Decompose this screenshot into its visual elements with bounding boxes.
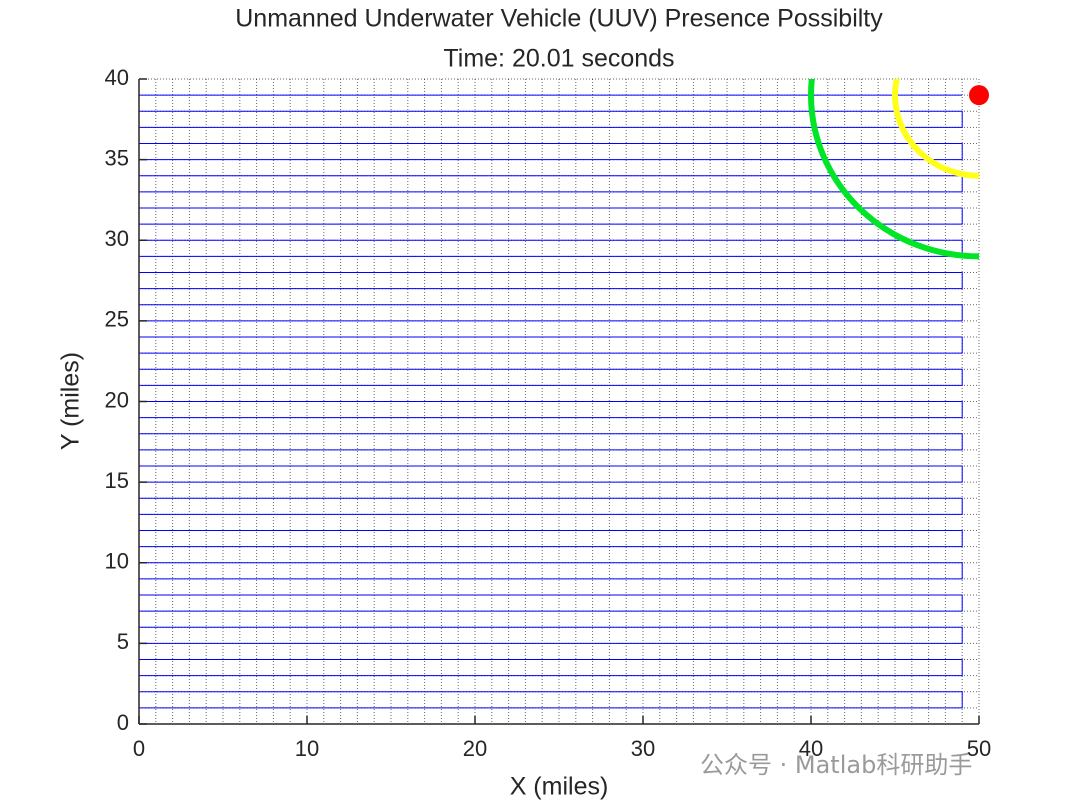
plot-area (139, 79, 979, 709)
y-tick-label: 20 (105, 387, 129, 412)
y-tick-label: 5 (117, 629, 129, 654)
y-tick-label: 15 (105, 468, 129, 493)
y-tick-label: 40 (105, 65, 129, 90)
uuv-marker (969, 85, 989, 106)
line-series (139, 94, 963, 709)
y-axis-label: Y (miles) (57, 352, 85, 450)
x-tick-label: 0 (133, 736, 145, 761)
chart-title: Unmanned Underwater Vehicle (UUV) Presen… (235, 5, 883, 33)
y-tick-label: 35 (105, 145, 129, 170)
x-tick-label: 50 (967, 736, 991, 761)
x-tick-label: 30 (631, 736, 655, 761)
chart-subtitle: Time: 20.01 seconds (443, 45, 674, 73)
y-tick-label: 0 (117, 710, 129, 735)
x-axis-label: X (miles) (510, 773, 609, 801)
axes: 0 10 20 30 40 50 0 5 10 15 20 25 30 35 40 (105, 65, 992, 761)
x-tick-label: 20 (463, 736, 487, 761)
x-tick-label: 40 (799, 736, 823, 761)
range-circle (892, 79, 979, 179)
watermark: 公众号 · Matlab科研助手 (700, 751, 972, 779)
range-circle (808, 79, 979, 260)
y-tick-label: 25 (105, 307, 129, 332)
x-tick-label: 10 (295, 736, 319, 761)
y-tick-label: 30 (105, 226, 129, 251)
y-tick-label: 10 (105, 549, 129, 574)
